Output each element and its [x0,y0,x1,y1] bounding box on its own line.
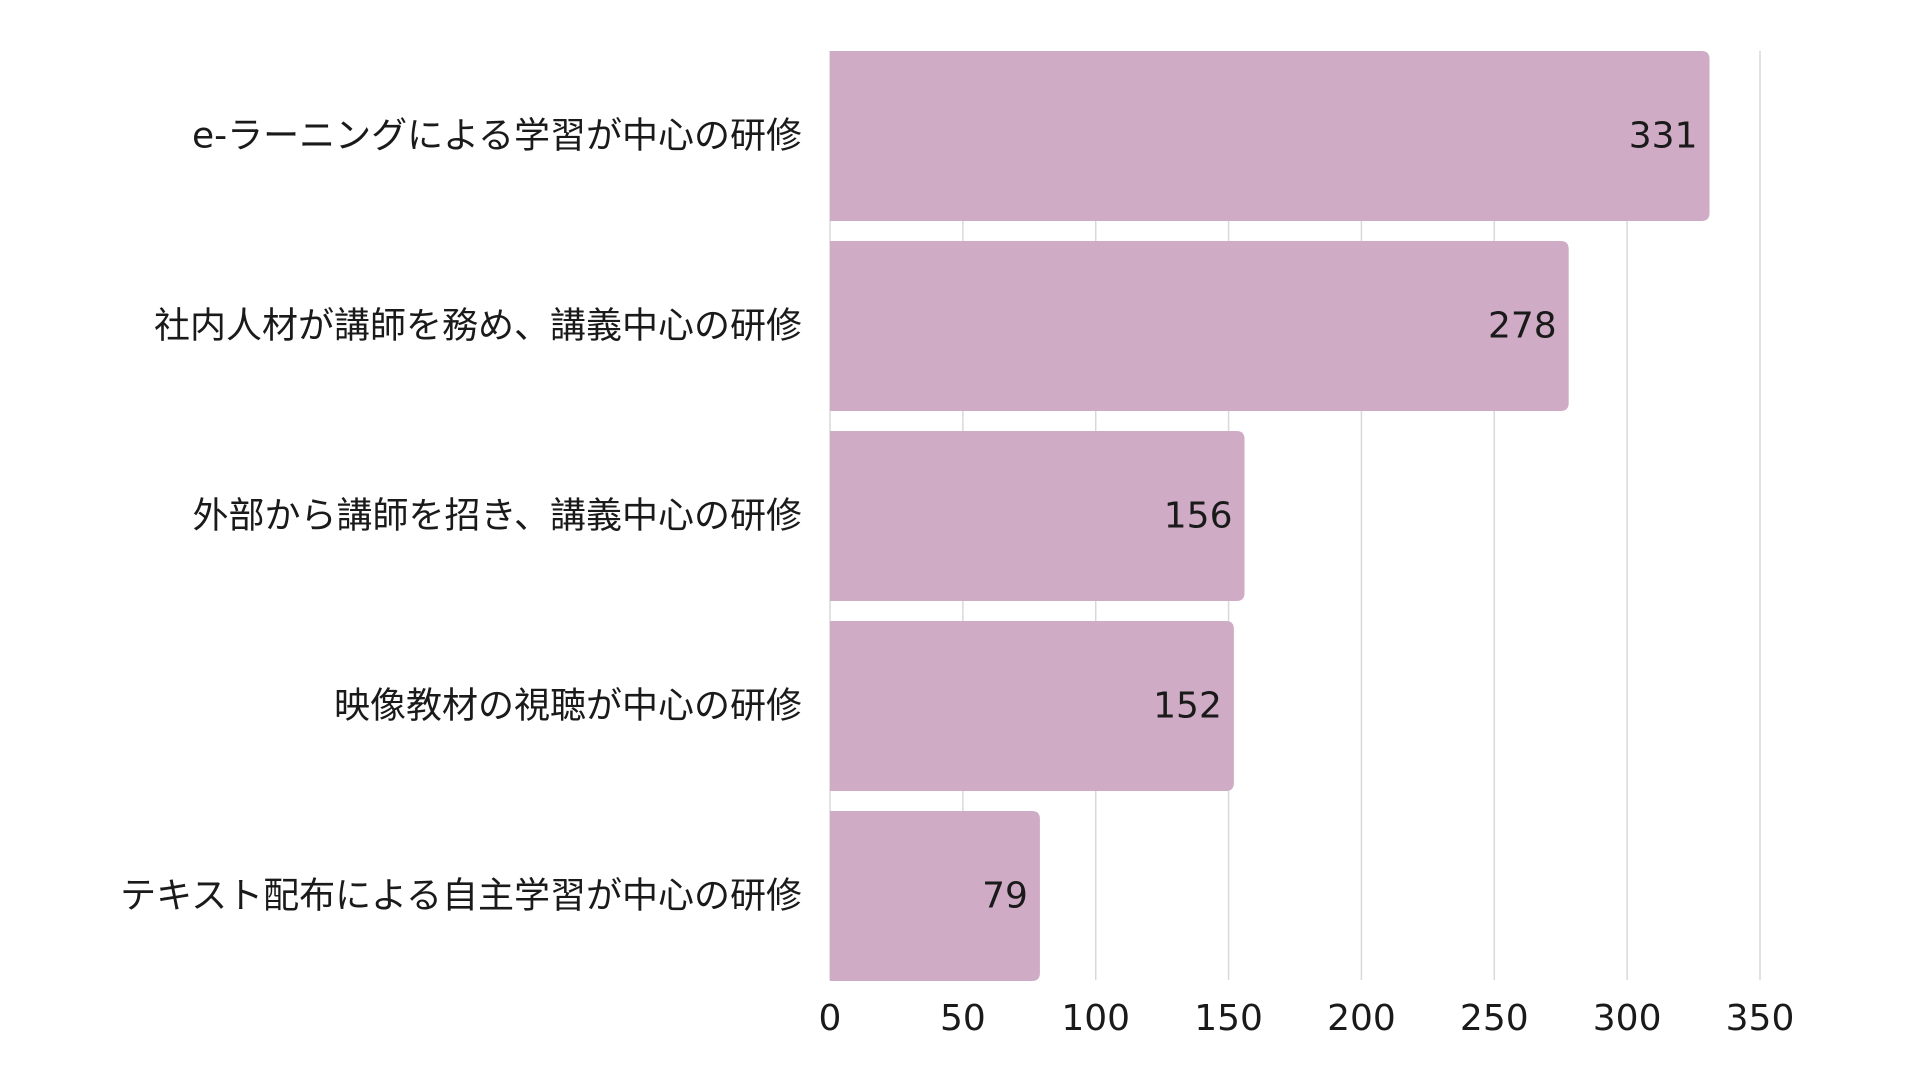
category-label-3: 外部から講師を招き、講義中心の研修 [193,496,802,537]
category-label-2: 社内人材が講師を務め、講義中心の研修 [154,306,802,347]
x-tick-label-250: 250 [1460,998,1529,1039]
bar-5 [830,811,1040,981]
x-axis-tick-layer: 0 50 100 150 200 250 300 350 [819,998,1795,1039]
x-tick-label-0: 0 [819,998,842,1039]
value-label-2: 278 [1488,306,1557,347]
value-label-3: 156 [1164,496,1233,537]
x-tick-label-50: 50 [940,998,986,1039]
bar-3 [830,431,1245,601]
value-label-4: 152 [1153,686,1222,727]
value-label-1: 331 [1629,116,1698,157]
bar-4 [830,621,1234,791]
bar-2 [830,241,1569,411]
x-tick-label-200: 200 [1327,998,1396,1039]
x-tick-label-100: 100 [1061,998,1130,1039]
bar-layer [830,51,1710,981]
category-label-5: テキスト配布による自主学習が中心の研修 [120,876,802,917]
x-tick-label-150: 150 [1194,998,1263,1039]
bar-1 [830,51,1710,221]
category-label-layer: e-ラーニングによる学習が中心の研修社内人材が講師を務め、講義中心の研修外部から… [120,116,802,917]
category-label-4: 映像教材の視聴が中心の研修 [334,686,802,727]
value-label-5: 79 [982,876,1028,917]
category-label-1: e-ラーニングによる学習が中心の研修 [192,116,802,157]
x-tick-label-350: 350 [1726,998,1795,1039]
value-label-layer: 331 278 156 152 79 [982,116,1697,917]
x-tick-label-300: 300 [1593,998,1662,1039]
